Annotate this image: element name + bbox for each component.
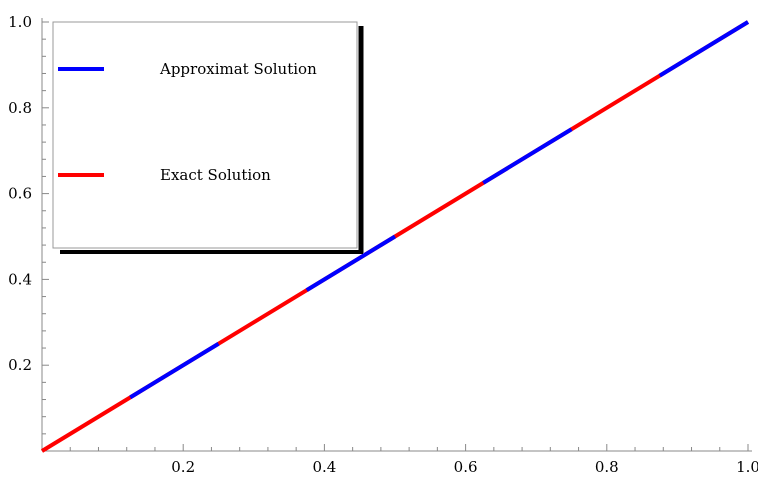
x-tick-label: 0.6 [454, 458, 478, 476]
y-tick-label: 1.0 [8, 13, 32, 31]
legend-label: Approximat Solution [159, 60, 317, 78]
x-tick-label: 0.2 [171, 458, 195, 476]
x-tick-label: 1.0 [736, 458, 758, 476]
x-tick-label: 0.4 [312, 458, 336, 476]
series-approximat-solution [129, 20, 750, 400]
y-tick-label: 0.4 [8, 270, 32, 288]
series-layer [40, 20, 750, 453]
x-tick-label: 0.8 [595, 458, 619, 476]
legend: Approximat Solution Exact Solution [52, 21, 364, 254]
y-tick-label: 0.8 [8, 99, 32, 117]
legend-label: Exact Solution [160, 166, 271, 184]
y-tick-label: 0.2 [8, 356, 32, 374]
legend-box [52, 21, 358, 249]
ticks [42, 21, 749, 451]
tick-labels: 0.2 0.4 0.6 0.8 1.0 0.2 0.4 0.6 0.8 1.0 [8, 13, 758, 476]
y-tick-label: 0.6 [8, 185, 32, 203]
